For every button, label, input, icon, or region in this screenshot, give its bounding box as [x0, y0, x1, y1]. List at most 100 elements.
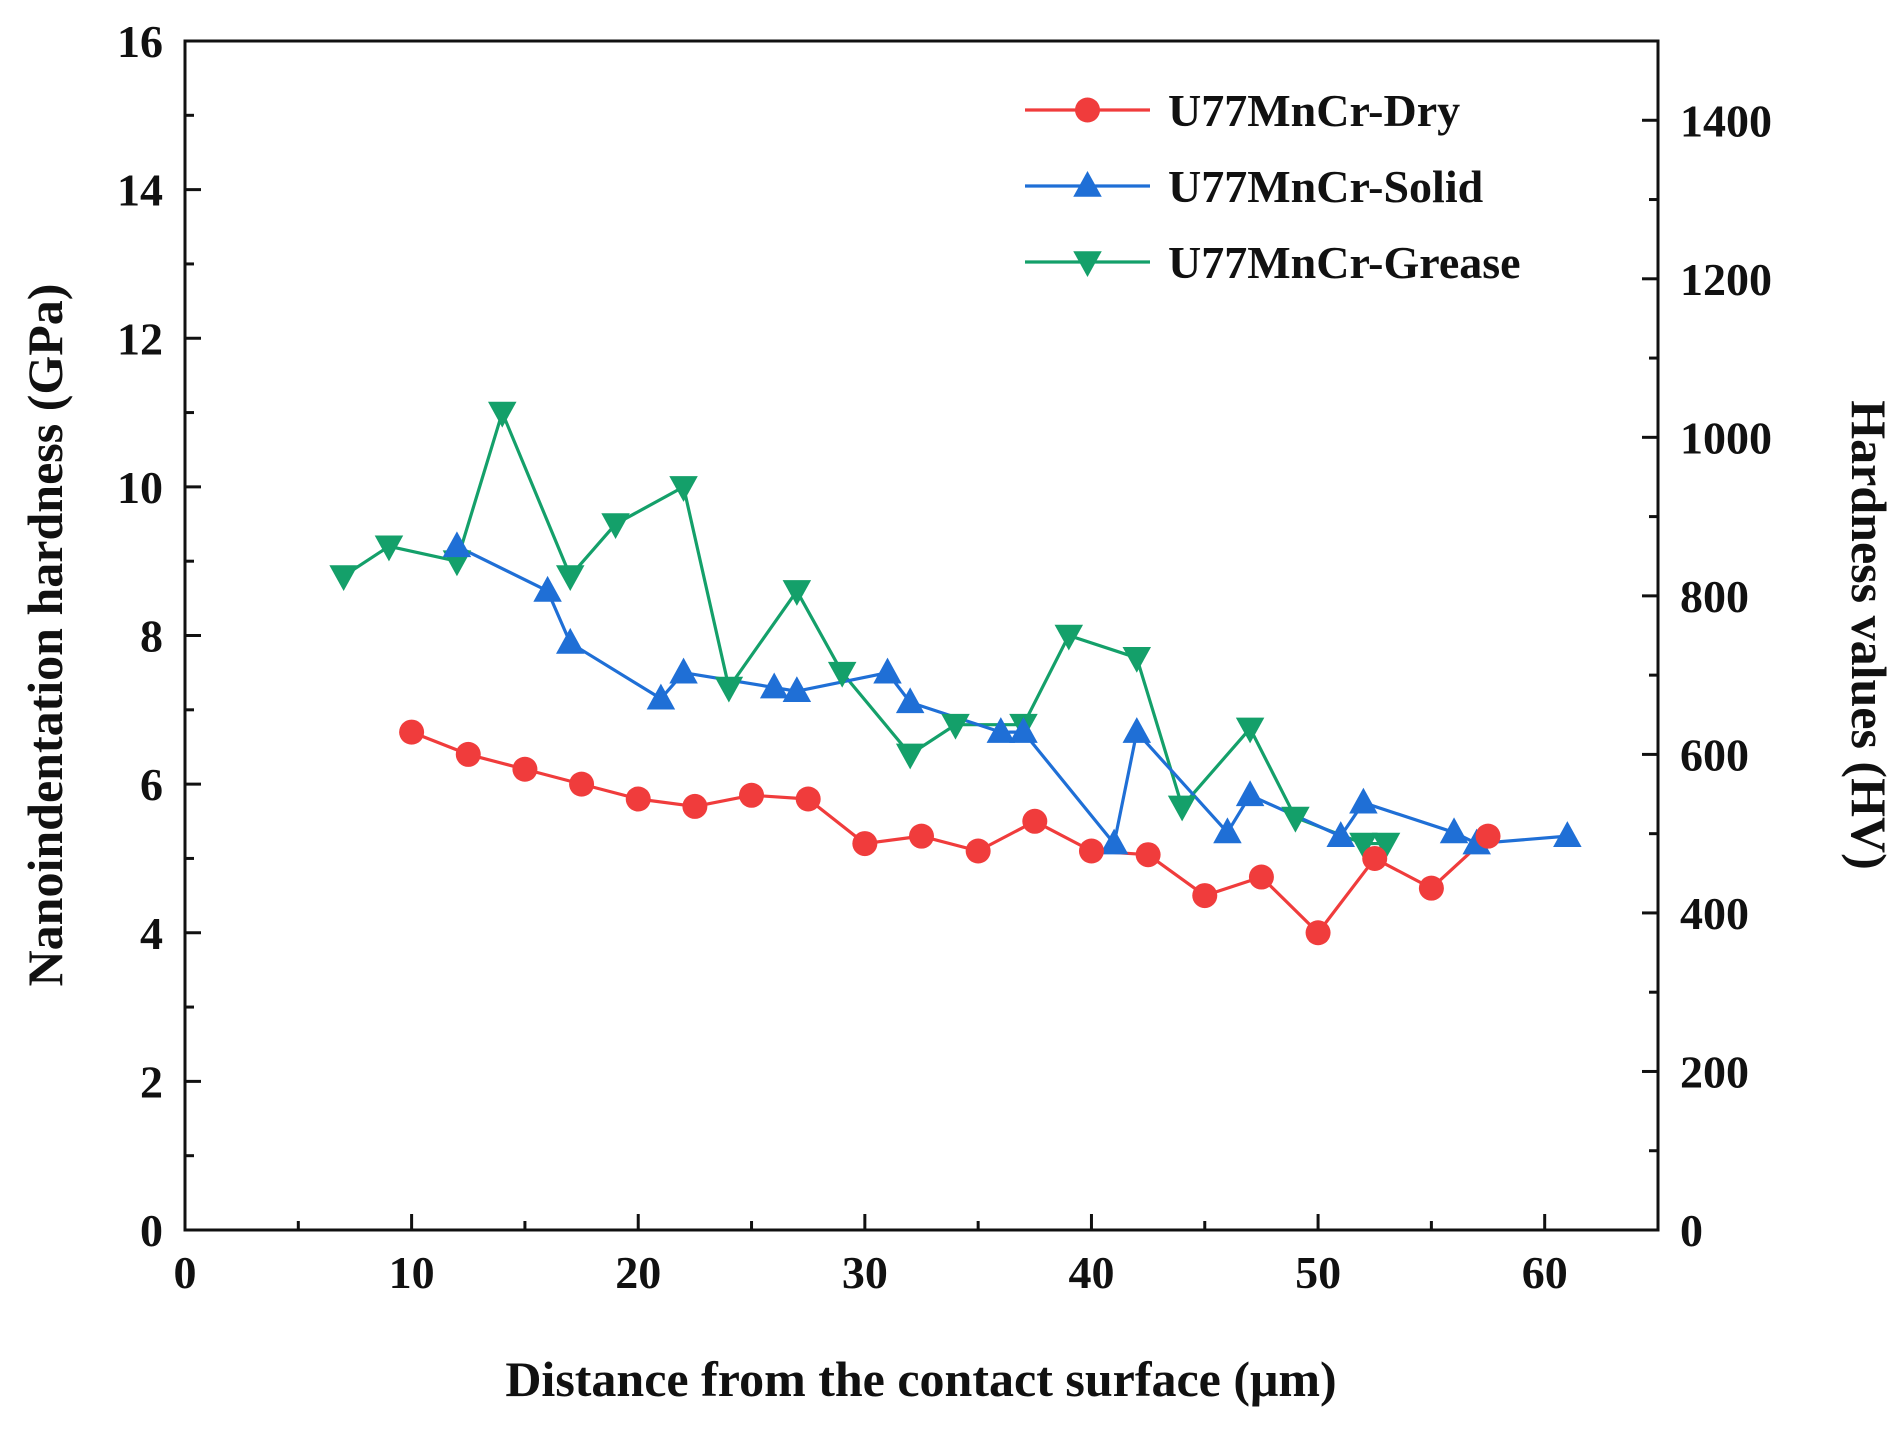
y-tick-label: 10 [117, 462, 163, 513]
data-point [669, 476, 698, 502]
data-point [1248, 864, 1274, 890]
data-point [739, 782, 765, 808]
data-point [399, 719, 425, 745]
x-tick-label: 50 [1295, 1247, 1341, 1298]
data-point [714, 676, 744, 703]
x-tick-label: 20 [615, 1247, 661, 1298]
y2-tick-label: 1000 [1680, 412, 1772, 463]
legend-label: U77MnCr-Grease [1168, 237, 1521, 288]
data-point [1371, 832, 1401, 859]
data-point [1099, 828, 1129, 855]
data-point [1135, 842, 1161, 868]
tick-labels: 0 10 20 30 40 50 60024681012141602004006008001… [117, 16, 1772, 1298]
data-point [795, 786, 821, 812]
data-point [569, 771, 595, 797]
data-point [625, 786, 651, 812]
data-point [782, 580, 812, 606]
y-tick-label: 0 [140, 1205, 163, 1256]
legend-label: U77MnCr-Dry [1168, 85, 1460, 136]
data-point [1349, 787, 1378, 814]
y-tick-label: 6 [140, 759, 163, 810]
data-point [1418, 875, 1444, 901]
data-point [1054, 624, 1084, 651]
series-markers [329, 401, 1582, 946]
y2-tick-label: 400 [1680, 888, 1749, 939]
legend-marker [1075, 97, 1100, 123]
data-point [329, 565, 358, 592]
x-tick-label: 10 [389, 1247, 435, 1298]
series-line-U77MnCr-Solid [456, 544, 1568, 846]
series-line-U77MnCr-Dry [411, 730, 1490, 935]
y2-tick-label: 600 [1680, 729, 1749, 780]
data-point [1349, 832, 1378, 859]
y-tick-label: 14 [117, 165, 163, 216]
data-point [1475, 823, 1501, 849]
data-point [1022, 808, 1048, 834]
y-axis-title: Nanoindentation hardness (GPa) [17, 284, 73, 987]
data-point [1009, 717, 1038, 743]
data-point [1235, 717, 1265, 744]
data-point [1213, 817, 1242, 844]
data-point [1167, 795, 1197, 822]
data-point [374, 535, 404, 562]
data-point [555, 627, 585, 654]
data-point [986, 717, 1016, 743]
data-point [1281, 806, 1310, 833]
data-point [895, 743, 925, 770]
x-tick-label: 40 [1068, 1247, 1114, 1298]
data-point [1305, 920, 1331, 946]
data-point [442, 531, 472, 558]
data-point [895, 687, 925, 714]
data-point [827, 661, 857, 688]
legend-marker [1073, 171, 1102, 197]
x-axis-title: Distance from the contact surface (μm) [505, 1351, 1336, 1407]
data-point [669, 657, 698, 684]
data-point [909, 823, 934, 849]
x-tick-label: 60 [1522, 1247, 1568, 1298]
data-point [1553, 821, 1582, 847]
y2-axis-title: Hardness values (HV) [1841, 400, 1892, 869]
data-point [965, 838, 991, 864]
data-point [1439, 817, 1469, 844]
data-point [646, 683, 676, 710]
data-point [1078, 838, 1104, 864]
legend: U77MnCr-Dry U77MnCr-Solid U77MnCr-Grease [1025, 85, 1521, 288]
y2-tick-label: 800 [1680, 571, 1749, 622]
data-point [1362, 845, 1388, 871]
data-point [1235, 780, 1265, 807]
data-point [759, 672, 789, 699]
legend-label: U77MnCr-Solid [1168, 161, 1484, 212]
data-point [488, 401, 517, 428]
data-point [1122, 717, 1152, 743]
y2-tick-label: 1200 [1680, 254, 1772, 305]
data-point [601, 513, 630, 540]
y-tick-label: 2 [140, 1056, 163, 1107]
data-point [782, 676, 812, 703]
series-line-U77MnCr-Grease [342, 410, 1387, 846]
x-tick-label: 0 [174, 1247, 197, 1298]
legend-marker [1073, 251, 1102, 277]
x-tick-label: 30 [842, 1247, 888, 1298]
data-point [873, 657, 902, 684]
data-point [852, 831, 878, 857]
data-point [455, 741, 481, 767]
data-point [533, 575, 562, 602]
data-point [682, 793, 708, 819]
y2-tick-label: 200 [1680, 1046, 1749, 1097]
y-tick-label: 16 [117, 16, 163, 67]
data-point [1122, 646, 1152, 673]
y-tick-label: 4 [140, 908, 163, 959]
axis-ticks [183, 39, 1658, 1232]
data-point [941, 713, 970, 740]
data-point [512, 756, 538, 782]
data-point [1326, 821, 1355, 847]
y-tick-label: 12 [117, 313, 163, 364]
data-point [1192, 883, 1218, 909]
data-point [1462, 828, 1491, 855]
y2-tick-label: 1400 [1680, 95, 1772, 146]
y-tick-label: 8 [140, 611, 163, 662]
plot-frame [183, 39, 1660, 1232]
y2-tick-label: 0 [1680, 1205, 1703, 1256]
data-point [555, 565, 585, 592]
